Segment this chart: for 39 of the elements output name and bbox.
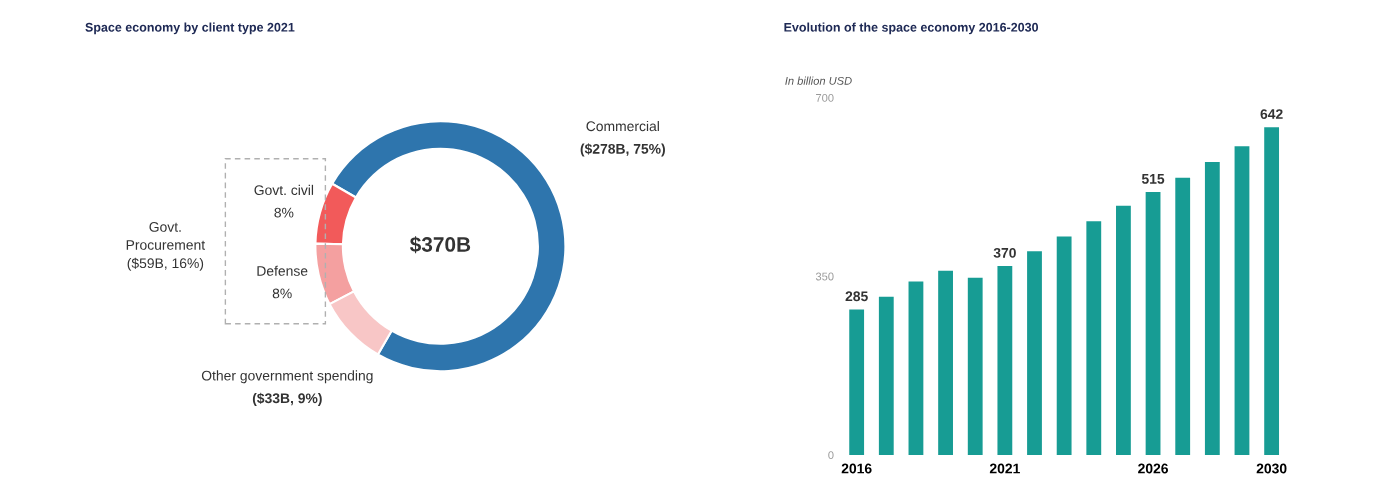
x-tick-label: 2026 xyxy=(1138,463,1169,474)
data-label: ($278B, 75%) xyxy=(580,143,665,157)
bar xyxy=(1264,127,1280,455)
slice-label: Commercial xyxy=(586,120,659,132)
bar xyxy=(938,270,953,455)
data-label: 370 xyxy=(993,247,1016,258)
bar xyxy=(1204,161,1220,455)
bar xyxy=(1116,205,1131,455)
bar xyxy=(1175,177,1191,455)
slice-label: Govt. civil xyxy=(254,184,314,196)
x-tick-label: 2030 xyxy=(1256,463,1287,474)
data-label: 285 xyxy=(845,291,868,302)
y-tick-label: 700 xyxy=(816,93,834,102)
y-axis-title: In billion USD xyxy=(785,76,852,85)
bar xyxy=(1234,146,1250,455)
bar xyxy=(1056,236,1072,455)
x-tick-label: 2021 xyxy=(989,463,1020,474)
data-label: 642 xyxy=(1260,109,1283,119)
bar xyxy=(1145,192,1161,455)
text: $370B xyxy=(409,236,471,254)
slice-label: Defense xyxy=(257,265,308,276)
x-tick-label: 2016 xyxy=(841,463,872,474)
bar xyxy=(1027,251,1042,455)
bar xyxy=(908,281,924,455)
bar xyxy=(967,277,983,455)
y-tick-label: 350 xyxy=(815,272,834,281)
bar xyxy=(849,309,865,455)
bar xyxy=(878,296,894,455)
y-tick-label: 0 xyxy=(828,451,834,460)
data-label: 8% xyxy=(272,288,292,299)
data-label: 8% xyxy=(274,207,294,218)
data-label: 515 xyxy=(1141,174,1165,184)
bar xyxy=(1086,221,1102,455)
chart-title: Space economy by client type 2021 xyxy=(85,22,295,35)
chart-title: Evolution of the space economy 2016-2030 xyxy=(784,22,1039,35)
data-label: ($33B, 9%) xyxy=(252,392,322,406)
bar xyxy=(997,266,1013,455)
slice-label: Other government spending xyxy=(201,370,373,384)
text: Govt. Procurement ($59B, 16%) xyxy=(126,222,206,271)
